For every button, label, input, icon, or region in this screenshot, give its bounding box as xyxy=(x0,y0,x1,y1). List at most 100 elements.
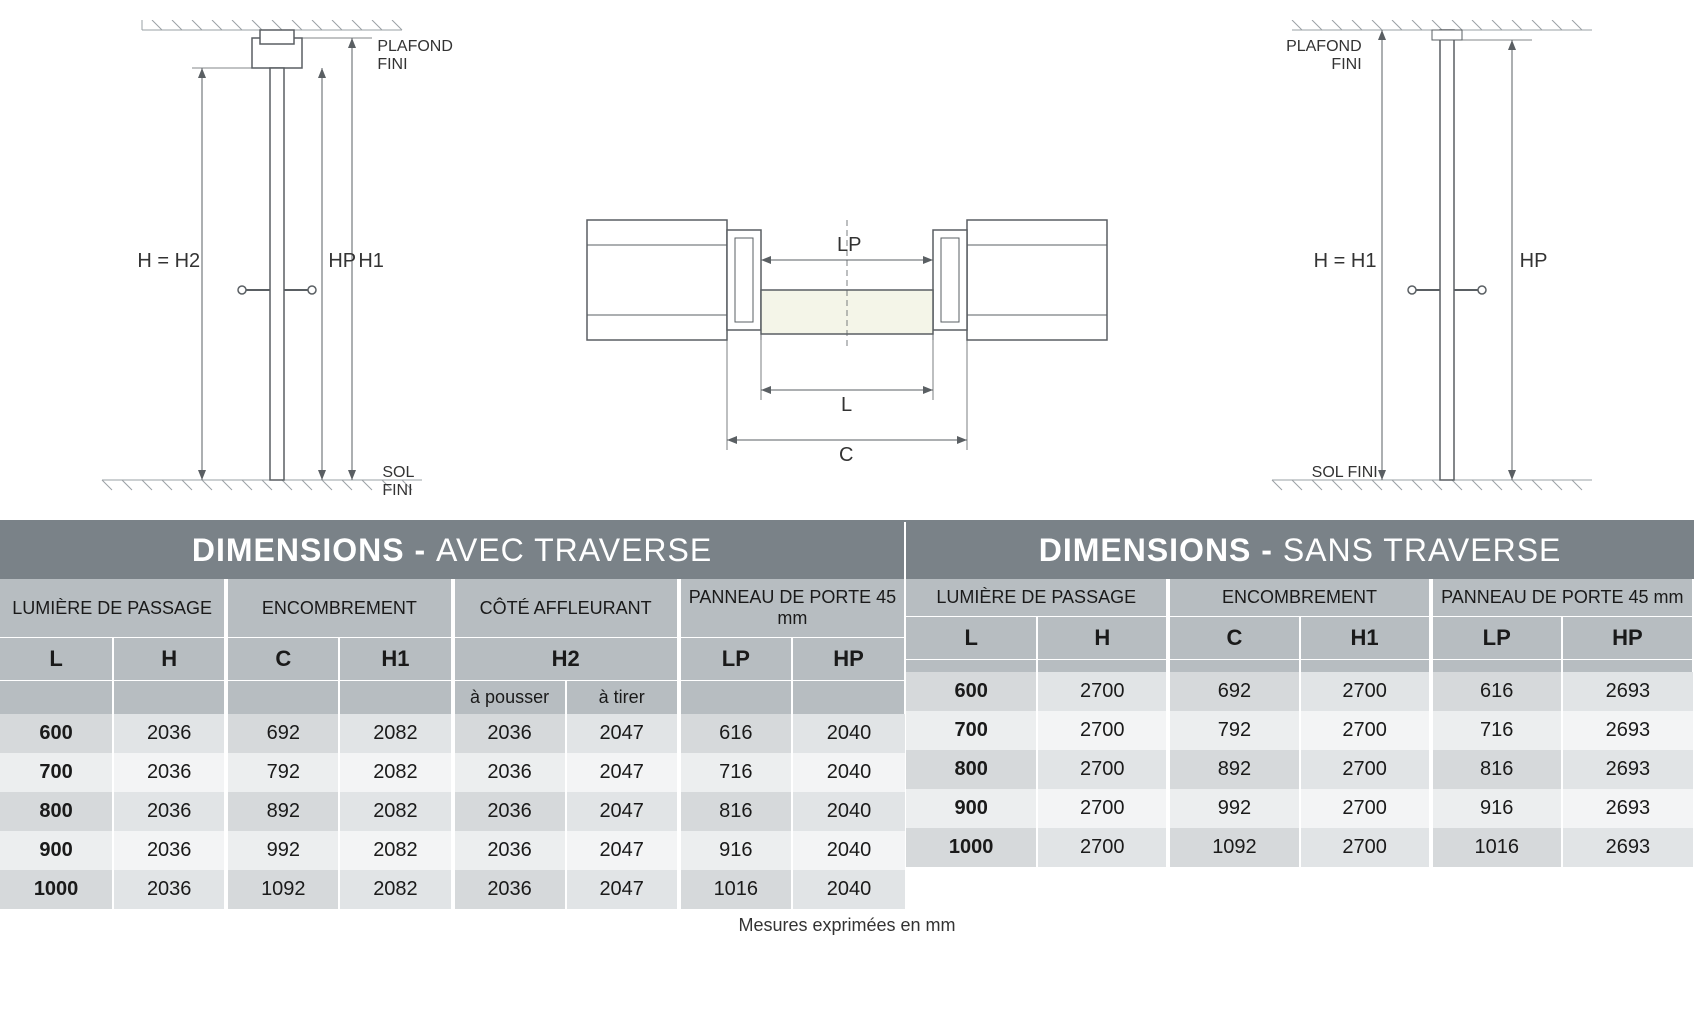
table-cell: 2036 xyxy=(113,792,226,831)
label-hp-right: HP xyxy=(1520,250,1548,272)
th-group: ENCOMBREMENT xyxy=(226,579,452,638)
table-cell: 800 xyxy=(906,750,1037,789)
table-cell: 800 xyxy=(0,792,113,831)
table-cell: 2693 xyxy=(1562,828,1693,867)
table-cell: 2040 xyxy=(792,792,905,831)
table-row: 700270079227007162693 xyxy=(906,711,1693,750)
table-left-title: DIMENSIONS - AVEC TRAVERSE xyxy=(0,522,906,579)
table-cell: 2693 xyxy=(1562,750,1693,789)
table-cell: 2036 xyxy=(453,831,566,870)
table-cell: 792 xyxy=(1168,711,1299,750)
table-cell: 1092 xyxy=(1168,828,1299,867)
table-cell: 2693 xyxy=(1562,711,1693,750)
label-sol-fini-right: SOL FINI xyxy=(1312,464,1378,482)
label-sol-fini-left: SOL FINI xyxy=(382,464,442,499)
label-c: C xyxy=(839,444,853,466)
table-cell: 1016 xyxy=(1431,828,1562,867)
label-h-eq-h1: H = H1 xyxy=(1314,250,1377,272)
table-cell: 600 xyxy=(906,672,1037,711)
table-cell: 2693 xyxy=(1562,672,1693,711)
th-sub: à tirer xyxy=(566,681,679,715)
table-cell: 2700 xyxy=(1300,672,1431,711)
table-cell: 2082 xyxy=(339,792,452,831)
table-cell: 2036 xyxy=(453,870,566,909)
th-col: HP xyxy=(792,638,905,681)
table-cell: 616 xyxy=(1431,672,1562,711)
table-cell: 2700 xyxy=(1300,711,1431,750)
table-left-title-light: AVEC TRAVERSE xyxy=(436,532,712,568)
table-cell: 716 xyxy=(679,753,792,792)
table-cell: 700 xyxy=(0,753,113,792)
table-left-body: 6002036692208220362047616204070020367922… xyxy=(0,714,905,909)
table-cell: 900 xyxy=(0,831,113,870)
table-cell: 2040 xyxy=(792,831,905,870)
diagram-right: PLAFOND FINI SOL FINI H = H1 HP xyxy=(1252,20,1612,500)
table-cell: 2036 xyxy=(453,753,566,792)
th-col: L xyxy=(0,638,113,681)
table-row: 10002036109220822036204710162040 xyxy=(0,870,905,909)
table-right-body: 6002700692270061626937002700792270071626… xyxy=(906,672,1693,867)
diagrams-row: PLAFOND FINI SOL FINI H = H2 HP H1 xyxy=(0,0,1694,520)
table-cell: 2700 xyxy=(1300,789,1431,828)
label-plafond-fini-right: PLAFOND FINI xyxy=(1282,38,1362,73)
th-group: ENCOMBREMENT xyxy=(1168,579,1430,617)
table-cell: 992 xyxy=(226,831,339,870)
table-row: 70020367922082203620477162040 xyxy=(0,753,905,792)
table-row: 600270069227006162693 xyxy=(906,672,1693,711)
table-cell: 1016 xyxy=(679,870,792,909)
th-col: C xyxy=(1168,617,1299,660)
table-cell: 716 xyxy=(1431,711,1562,750)
table-cell: 2693 xyxy=(1562,789,1693,828)
th-col: H xyxy=(1037,617,1168,660)
table-cell: 2700 xyxy=(1037,789,1168,828)
th-col: C xyxy=(226,638,339,681)
th-col: H1 xyxy=(339,638,452,681)
th-group: CÔTÉ AFFLEURANT xyxy=(453,579,679,638)
table-cell: 916 xyxy=(1431,789,1562,828)
th-group: PANNEAU DE PORTE 45 mm xyxy=(679,579,905,638)
table-cell: 2036 xyxy=(113,714,226,753)
table-cell: 2700 xyxy=(1037,711,1168,750)
table-right-title-light: SANS TRAVERSE xyxy=(1283,532,1562,568)
table-row: 60020366922082203620476162040 xyxy=(0,714,905,753)
table-cell: 1000 xyxy=(0,870,113,909)
table-right-block: DIMENSIONS - SANS TRAVERSE LUMIÈRE DE PA… xyxy=(906,522,1694,909)
table-cell: 1092 xyxy=(226,870,339,909)
table-cell: 2036 xyxy=(453,792,566,831)
label-h1-left: H1 xyxy=(358,250,384,272)
table-cell: 2040 xyxy=(792,870,905,909)
th-group: PANNEAU DE PORTE 45 mm xyxy=(1431,579,1693,617)
table-cell: 700 xyxy=(906,711,1037,750)
table-left-block: DIMENSIONS - AVEC TRAVERSE LUMIÈRE DE PA… xyxy=(0,522,906,909)
th-group: LUMIÈRE DE PASSAGE xyxy=(906,579,1168,617)
table-cell: 2082 xyxy=(339,831,452,870)
table-row: 90020369922082203620479162040 xyxy=(0,831,905,870)
label-hp-left: HP xyxy=(328,250,356,272)
th-col: LP xyxy=(1431,617,1562,660)
th-col: L xyxy=(906,617,1037,660)
diagram-right-svg xyxy=(1252,20,1612,500)
table-cell: 2036 xyxy=(113,831,226,870)
th-col: H2 xyxy=(453,638,679,681)
table-cell: 2082 xyxy=(339,870,452,909)
diagram-left-svg xyxy=(82,20,442,500)
table-right: LUMIÈRE DE PASSAGE ENCOMBREMENT PANNEAU … xyxy=(906,579,1694,867)
table-cell: 892 xyxy=(1168,750,1299,789)
label-lp: LP xyxy=(837,234,861,256)
table-cell: 1000 xyxy=(906,828,1037,867)
table-cell: 692 xyxy=(226,714,339,753)
table-cell: 2700 xyxy=(1037,672,1168,711)
th-col: LP xyxy=(679,638,792,681)
th-sub: à pousser xyxy=(453,681,566,715)
table-cell: 2082 xyxy=(339,753,452,792)
tables-container: DIMENSIONS - AVEC TRAVERSE LUMIÈRE DE PA… xyxy=(0,520,1694,909)
th-group: LUMIÈRE DE PASSAGE xyxy=(0,579,226,638)
table-cell: 816 xyxy=(1431,750,1562,789)
table-cell: 616 xyxy=(679,714,792,753)
th-col: H xyxy=(113,638,226,681)
table-cell: 2700 xyxy=(1037,750,1168,789)
table-row: 900270099227009162693 xyxy=(906,789,1693,828)
table-left-title-bold: DIMENSIONS - xyxy=(192,532,426,568)
table-cell: 2047 xyxy=(566,714,679,753)
table-cell: 2700 xyxy=(1300,750,1431,789)
